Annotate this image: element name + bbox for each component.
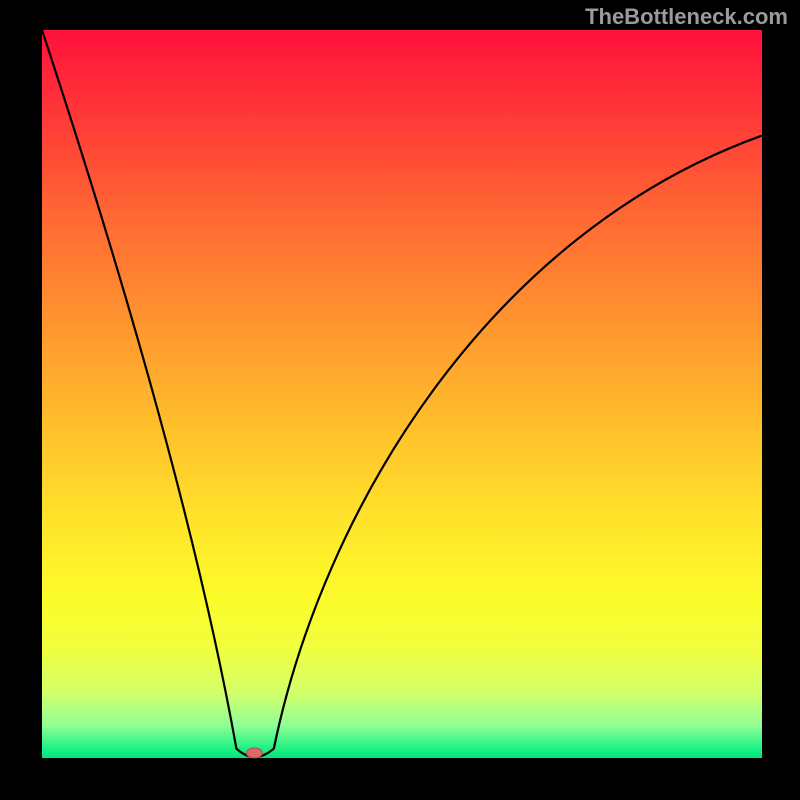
bottleneck-curve: [42, 30, 762, 757]
plot-area: [42, 30, 762, 758]
curve-layer: [42, 30, 762, 758]
watermark-text: TheBottleneck.com: [585, 4, 788, 30]
canvas-root: TheBottleneck.com: [0, 0, 800, 800]
apex-marker: [246, 748, 262, 758]
